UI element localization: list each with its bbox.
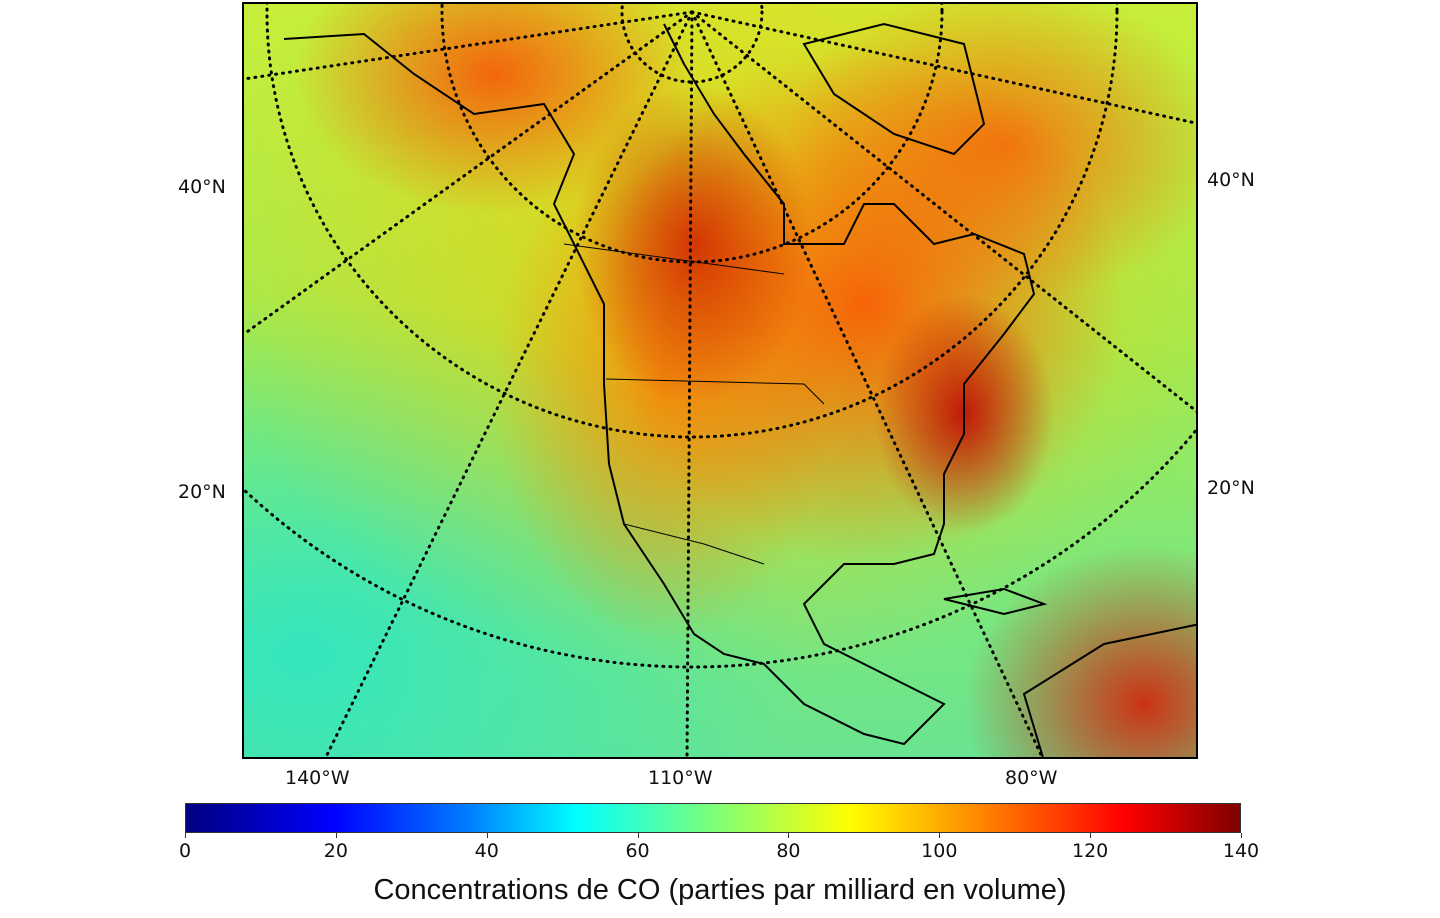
colorbar-tick-mark [1241, 833, 1242, 838]
lon-label-110w: 110°W [648, 767, 713, 789]
lat-label-right-40n: 40°N [1207, 169, 1255, 191]
meridian-40w [690, 10, 1196, 125]
lon-label-80w: 80°W [1005, 767, 1058, 789]
colorbar-tick-mark [788, 833, 790, 838]
colorbar-tick-mark [486, 833, 488, 838]
colorbar-tick-mark [335, 833, 337, 838]
colorbar-tick-label: 140 [1222, 840, 1260, 862]
lon-label-140w: 140°W [285, 767, 350, 789]
meridian-110w [685, 10, 694, 757]
lat-label-left-40n: 40°N [178, 176, 226, 198]
parallel-50n [620, 4, 764, 84]
colorbar-tick-label: 60 [625, 840, 650, 862]
parallel-20n [244, 427, 1196, 669]
north-america-coast [283, 23, 1036, 746]
colorbar-tick-label: 120 [1072, 840, 1109, 862]
colorbar-tick-label: 80 [776, 840, 801, 862]
colorbar-tick-label: 100 [921, 840, 958, 862]
lat-label-right-20n: 20°N [1207, 477, 1255, 499]
map-overlay [244, 4, 1196, 757]
colorbar-tick-label: 0 [178, 840, 192, 862]
meridian-140w [324, 10, 694, 757]
political-borders [563, 243, 825, 565]
colorbar-tick-mark [637, 833, 639, 838]
meridian-60w [690, 10, 1196, 413]
coastlines [283, 22, 1196, 757]
canada-us-border [605, 378, 825, 405]
colorbar [185, 803, 1241, 833]
colorbar-tick-label: 40 [474, 840, 499, 862]
meridian-180 [244, 10, 694, 81]
meridian-160w [244, 10, 694, 336]
colorbar-tick-label: 20 [323, 840, 348, 862]
co-concentration-map [242, 2, 1198, 759]
parallel-30n [265, 4, 1119, 439]
south-america-coast [1022, 623, 1196, 757]
colorbar-label: Concentrations de CO (parties par millia… [373, 874, 1067, 906]
colorbar-tick-mark [1090, 833, 1092, 838]
us-mexico-border [623, 523, 765, 565]
canada-alaska-border [563, 243, 785, 275]
graticule [244, 4, 1196, 757]
lat-label-left-20n: 20°N [178, 481, 226, 503]
colorbar-tick-mark [185, 833, 186, 838]
meridian-80w [690, 10, 1044, 757]
caribbean-islands [943, 587, 1048, 616]
colorbar-tick-mark [939, 833, 941, 838]
greenland-coast [802, 22, 986, 156]
parallel-40n [440, 4, 944, 264]
